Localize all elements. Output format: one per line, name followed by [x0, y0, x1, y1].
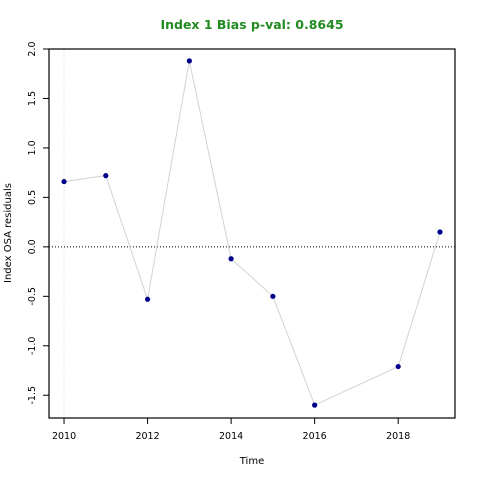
- series-line: [63, 60, 441, 406]
- x-tick-label: 2010: [52, 431, 76, 442]
- x-tick-label: 2018: [386, 431, 410, 442]
- y-axis: -1.5 -1.0 -0.5 0.0 0.5 1.0 1.5 2.0: [27, 41, 49, 405]
- data-point: [61, 178, 67, 185]
- x-tick-label: 2012: [135, 431, 159, 442]
- data-point: [270, 293, 276, 299]
- plot-frame: [48, 48, 456, 419]
- x-axis-label: Time: [239, 456, 264, 467]
- y-tick-label: -1.0: [27, 337, 38, 356]
- y-tick-label: 1.0: [27, 140, 38, 155]
- y-tick-label: -0.5: [27, 287, 38, 306]
- data-point: [186, 58, 192, 64]
- chart-title: Index 1 Bias p-val: 0.8645: [160, 17, 343, 32]
- y-tick-label: 2.0: [27, 41, 38, 56]
- y-tick-label: -1.5: [27, 386, 38, 405]
- series-polyline: [63, 60, 441, 406]
- y-tick-label: 1.5: [27, 91, 38, 106]
- data-point: [228, 256, 234, 262]
- y-tick-label: 0.5: [27, 190, 38, 205]
- data-point: [312, 402, 318, 408]
- data-point: [437, 229, 443, 235]
- x-axis: 2010 2012 2014 2016 2018: [52, 418, 410, 442]
- data-point: [103, 173, 109, 179]
- x-tick-label: 2014: [219, 431, 243, 442]
- reference-lines: [49, 49, 455, 418]
- x-tick-label: 2016: [303, 431, 327, 442]
- y-tick-label: 0.0: [27, 239, 38, 254]
- data-point: [144, 296, 151, 302]
- data-points: [61, 58, 443, 408]
- data-point: [395, 363, 401, 370]
- y-axis-label: Index OSA residuals: [3, 183, 14, 283]
